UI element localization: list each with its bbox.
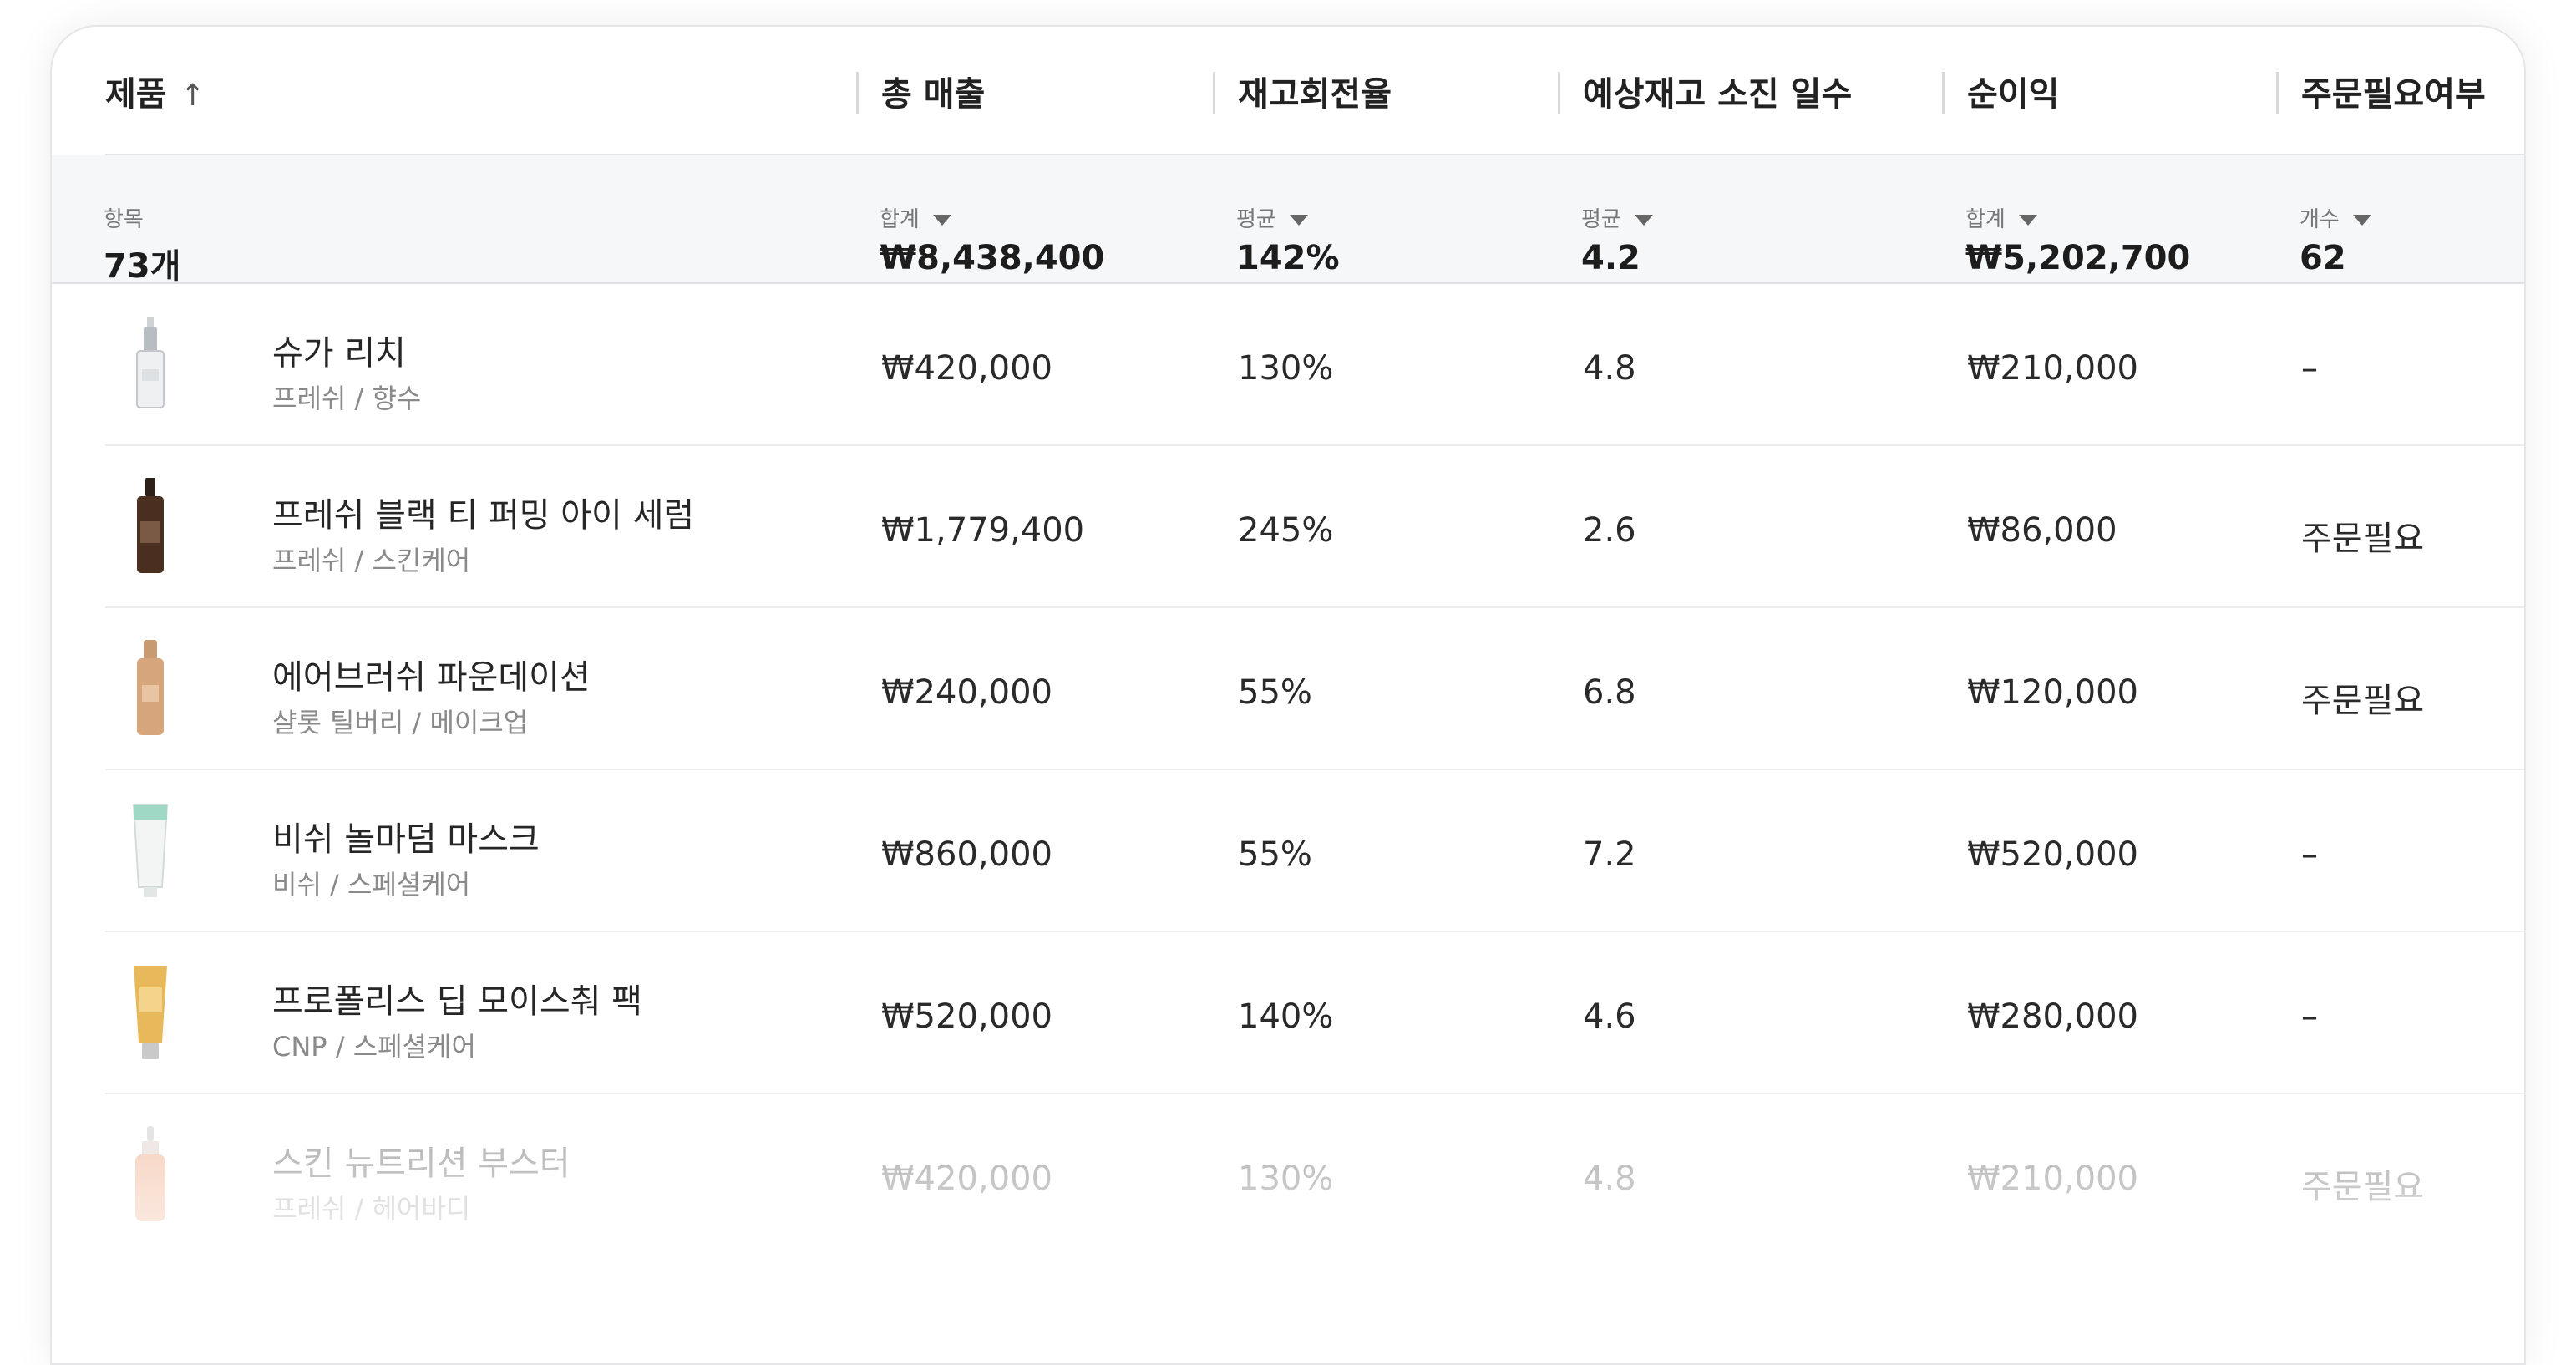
column-header-turnover[interactable]: 재고회전율 [1238, 75, 1392, 114]
product-name: 슈가 리치 [272, 334, 406, 373]
summary-order-aggregate-dropdown[interactable]: 개수 [2300, 202, 2371, 233]
cell-days-to-depletion: 4.8 [1583, 349, 1636, 388]
product-category: 비쉬 / 스페셜케어 [272, 869, 471, 901]
serum-bottle-icon [125, 476, 175, 576]
product-category: 샬롯 틸버리 / 메이크업 [272, 707, 529, 738]
product-name: 프레쉬 블랙 티 퍼밍 아이 세럼 [272, 496, 695, 535]
summary-product-label: 항목 [104, 207, 144, 232]
cell-total-sales: ₩1,779,400 [881, 511, 1085, 550]
cell-turnover: 130% [1238, 349, 1334, 388]
cell-days-to-depletion: 4.8 [1583, 1159, 1636, 1198]
caret-down-icon [2018, 215, 2037, 226]
summary-row: 항목 73개 합계 ₩8,438,400 평균 142% 평균 4.2 합계 ₩… [52, 155, 2524, 286]
cell-total-sales: ₩860,000 [881, 835, 1052, 874]
column-divider[interactable] [1942, 72, 1945, 114]
cell-net-profit: ₩86,000 [1967, 511, 2117, 550]
table-row[interactable]: 에어브러쉬 파운데이션 샬롯 틸버리 / 메이크업 ₩240,000 55% 6… [105, 608, 2524, 770]
summary-profit-label: 합계 [1965, 207, 2006, 232]
summary-sales-aggregate-dropdown[interactable]: 합계 [880, 202, 951, 233]
cell-total-sales: ₩240,000 [881, 673, 1052, 712]
table-row[interactable]: 비쉬 놀마덤 마스크 비쉬 / 스페셜케어 ₩860,000 55% 7.2 ₩… [105, 770, 2524, 932]
column-header-days-to-depletion[interactable]: 예상재고 소진 일수 [1583, 75, 1853, 114]
column-header-net-profit[interactable]: 순이익 [1967, 75, 2060, 114]
cell-total-sales: ₩420,000 [881, 1159, 1052, 1198]
summary-profit-aggregate-dropdown[interactable]: 합계 [1965, 202, 2037, 233]
cell-net-profit: ₩280,000 [1967, 997, 2138, 1036]
sort-ascending-icon[interactable]: ↑ [180, 79, 205, 113]
cell-net-profit: ₩520,000 [1967, 835, 2138, 874]
summary-days-value: 4.2 [1581, 239, 1640, 277]
mask-tube-icon [125, 800, 175, 901]
summary-sales-label: 합계 [880, 207, 920, 232]
caret-down-icon [932, 215, 951, 226]
summary-turnover-label: 평균 [1236, 207, 1276, 232]
table-row[interactable]: 슈가 리치 프레쉬 / 향수 ₩420,000 130% 4.8 ₩210,00… [105, 284, 2524, 446]
cell-net-profit: ₩120,000 [1967, 673, 2138, 712]
pack-tube-icon [125, 962, 175, 1063]
summary-profit-value: ₩5,202,700 [1965, 239, 2191, 277]
caret-down-icon [1289, 215, 1308, 226]
column-header-product[interactable]: 제품 ↑ [105, 67, 205, 115]
product-name: 스킨 뉴트리션 부스터 [272, 1144, 570, 1183]
cell-order-needed: 주문필요 [2301, 520, 2425, 558]
caret-down-icon [2352, 215, 2371, 226]
column-divider[interactable] [1213, 72, 1215, 114]
summary-turnover-aggregate-dropdown[interactable]: 평균 [1236, 202, 1308, 233]
column-divider[interactable] [1558, 72, 1560, 114]
cell-order-needed: – [2301, 997, 2318, 1036]
cell-total-sales: ₩420,000 [881, 349, 1052, 388]
summary-order-label: 개수 [2300, 207, 2340, 232]
cell-order-needed: – [2301, 349, 2318, 388]
summary-sales-value: ₩8,438,400 [880, 239, 1105, 277]
table-row[interactable]: 프로폴리스 딥 모이스춰 팩 CNP / 스페셜케어 ₩520,000 140%… [105, 932, 2524, 1094]
table-header: 제품 ↑ 총 매출 재고회전율 예상재고 소진 일수 순이익 주문필요여부 [105, 27, 2524, 155]
product-category: 프레쉬 / 향수 [272, 383, 422, 414]
foundation-bottle-icon [125, 638, 175, 738]
perfume-bottle-icon [125, 314, 175, 414]
inventory-table-card: 제품 ↑ 총 매출 재고회전율 예상재고 소진 일수 순이익 주문필요여부 항목 … [50, 25, 2526, 1365]
column-header-total-sales[interactable]: 총 매출 [881, 75, 986, 114]
cell-order-needed: 주문필요 [2301, 1168, 2425, 1206]
summary-turnover-value: 142% [1236, 239, 1340, 277]
product-category: 프레쉬 / 헤어바디 [272, 1193, 471, 1225]
summary-order-value: 62 [2300, 239, 2346, 277]
summary-days-label: 평균 [1581, 207, 1621, 232]
product-name: 에어브러쉬 파운데이션 [272, 658, 591, 697]
cell-net-profit: ₩210,000 [1967, 349, 2138, 388]
cell-turnover: 245% [1238, 511, 1334, 550]
cell-total-sales: ₩520,000 [881, 997, 1052, 1036]
cell-order-needed: 주문필요 [2301, 682, 2425, 720]
table-row[interactable]: 프레쉬 블랙 티 퍼밍 아이 세럼 프레쉬 / 스킨케어 ₩1,779,400 … [105, 446, 2524, 608]
caret-down-icon [1634, 215, 1653, 226]
cell-turnover: 55% [1238, 835, 1312, 874]
cell-turnover: 140% [1238, 997, 1334, 1036]
column-header-product-label: 제품 [105, 75, 167, 114]
cell-turnover: 130% [1238, 1159, 1334, 1198]
cell-turnover: 55% [1238, 673, 1312, 712]
summary-days-aggregate-dropdown[interactable]: 평균 [1581, 202, 1653, 233]
cell-days-to-depletion: 7.2 [1583, 835, 1636, 874]
column-header-order-needed[interactable]: 주문필요여부 [2301, 75, 2486, 114]
table-row[interactable]: 스킨 뉴트리션 부스터 프레쉬 / 헤어바디 ₩420,000 130% 4.8… [105, 1094, 2524, 1255]
product-category: CNP / 스페셜케어 [272, 1031, 476, 1063]
cell-days-to-depletion: 6.8 [1583, 673, 1636, 712]
dropper-bottle-icon [125, 1124, 175, 1225]
product-category: 프레쉬 / 스킨케어 [272, 545, 471, 576]
cell-net-profit: ₩210,000 [1967, 1159, 2138, 1198]
summary-product-value: 73개 [104, 247, 181, 286]
cell-order-needed: – [2301, 835, 2318, 874]
cell-days-to-depletion: 2.6 [1583, 511, 1636, 550]
column-divider[interactable] [856, 72, 859, 114]
product-name: 프로폴리스 딥 모이스춰 팩 [272, 982, 642, 1021]
product-name: 비쉬 놀마덤 마스크 [272, 820, 540, 859]
cell-days-to-depletion: 4.6 [1583, 997, 1636, 1036]
column-divider[interactable] [2276, 72, 2279, 114]
